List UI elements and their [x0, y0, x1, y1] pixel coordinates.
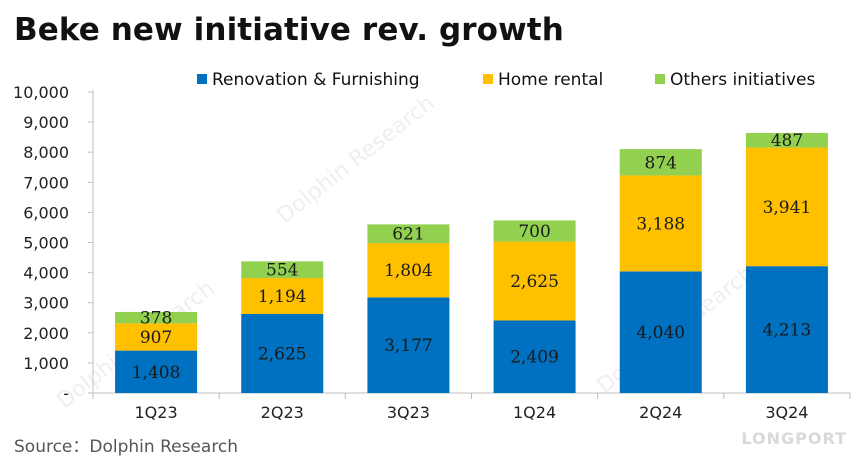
legend-swatch — [655, 74, 665, 84]
y-tick-label: 2,000 — [23, 324, 69, 343]
bar-segment — [367, 243, 450, 298]
data-label: 3,941 — [763, 198, 812, 218]
bar-segment — [115, 323, 198, 351]
legend-swatch — [483, 74, 493, 84]
bar-segment — [745, 266, 828, 393]
y-tick-label: 6,000 — [23, 203, 69, 222]
x-category-label: 2Q24 — [639, 403, 682, 422]
brand-watermark: LONGPORT — [741, 429, 847, 448]
data-label: 874 — [645, 153, 677, 173]
bar-segment — [367, 224, 450, 244]
data-label: 3,188 — [636, 214, 685, 234]
legend-label: Home rental — [498, 70, 603, 90]
x-category-label: 2Q23 — [261, 403, 304, 422]
chart-title: Beke new initiative rev. growth — [14, 12, 564, 48]
y-axis: - 1,000 2,000 3,000 4,000 5,000 6,000 7,000 8,00… — [13, 83, 94, 403]
x-category-label: 3Q23 — [387, 403, 430, 422]
y-tick-label: 4,000 — [23, 264, 69, 283]
bar-segment — [745, 147, 828, 267]
bar-segment — [367, 297, 450, 393]
data-label: 2,625 — [258, 344, 307, 364]
data-label: 1,194 — [258, 287, 307, 307]
watermark-text-2: Dolphin Research — [272, 91, 439, 229]
y-tick-label: 3,000 — [23, 294, 69, 313]
data-label: 554 — [266, 261, 298, 281]
bar-segment — [493, 241, 576, 321]
x-axis: 1Q23 2Q23 3Q23 1Q24 2Q24 3Q24 — [92, 392, 851, 422]
x-category-label: 1Q23 — [135, 403, 178, 422]
bar-segment — [115, 350, 198, 393]
x-category-label: 3Q24 — [765, 403, 808, 422]
y-tick-label: 9,000 — [23, 113, 69, 132]
y-tick-label: 10,000 — [13, 83, 69, 102]
source-name: Dolphin Research — [89, 437, 239, 457]
bar-segment — [115, 311, 198, 324]
data-label: 1,804 — [384, 261, 433, 281]
y-tick-label: 8,000 — [23, 143, 69, 162]
source-note: Source：Dolphin Research — [14, 432, 238, 457]
bar-segment — [493, 320, 576, 393]
y-tick-label: 7,000 — [23, 173, 69, 192]
data-label: 2,625 — [510, 272, 559, 292]
data-label: 907 — [140, 328, 172, 348]
data-label: 1,408 — [132, 363, 181, 383]
data-label: 2,409 — [510, 348, 559, 368]
y-tick-label: 1,000 — [23, 354, 69, 373]
bar-segment — [619, 149, 702, 176]
bar-segment — [745, 132, 828, 148]
bar-segment — [241, 313, 324, 393]
legend-swatch — [197, 74, 207, 84]
data-label: 4,040 — [636, 323, 685, 343]
source-label: Source： — [14, 437, 90, 457]
bar-segment — [241, 278, 324, 314]
data-label: 4,213 — [763, 321, 812, 341]
bar-segment — [241, 261, 324, 279]
legend-label: Others initiatives — [670, 70, 815, 90]
data-label: 3,177 — [384, 336, 433, 356]
y-tick-label: - — [63, 384, 69, 403]
x-category-label: 1Q24 — [513, 403, 556, 422]
bar-segment — [619, 271, 702, 393]
data-label: 700 — [518, 222, 550, 242]
data-label: 487 — [771, 131, 803, 151]
legend: Renovation & Furnishing Home rental Others… — [197, 70, 815, 90]
data-label: 621 — [392, 225, 424, 245]
y-tick-label: 5,000 — [23, 234, 69, 253]
data-label: 378 — [140, 309, 172, 329]
bar-segment — [493, 220, 576, 242]
bar-segment — [619, 175, 702, 272]
legend-label: Renovation & Furnishing — [212, 70, 420, 90]
